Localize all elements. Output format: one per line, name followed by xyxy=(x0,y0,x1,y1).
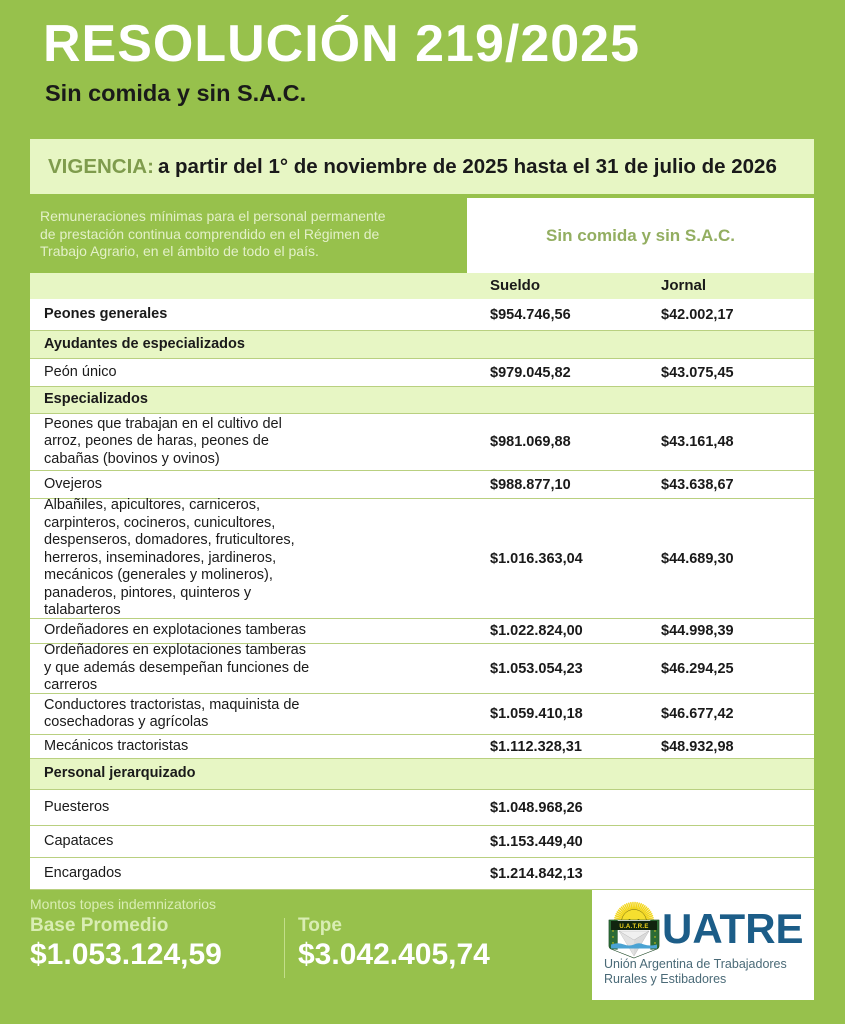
svg-text:U.A.T.R.E: U.A.T.R.E xyxy=(619,924,648,930)
